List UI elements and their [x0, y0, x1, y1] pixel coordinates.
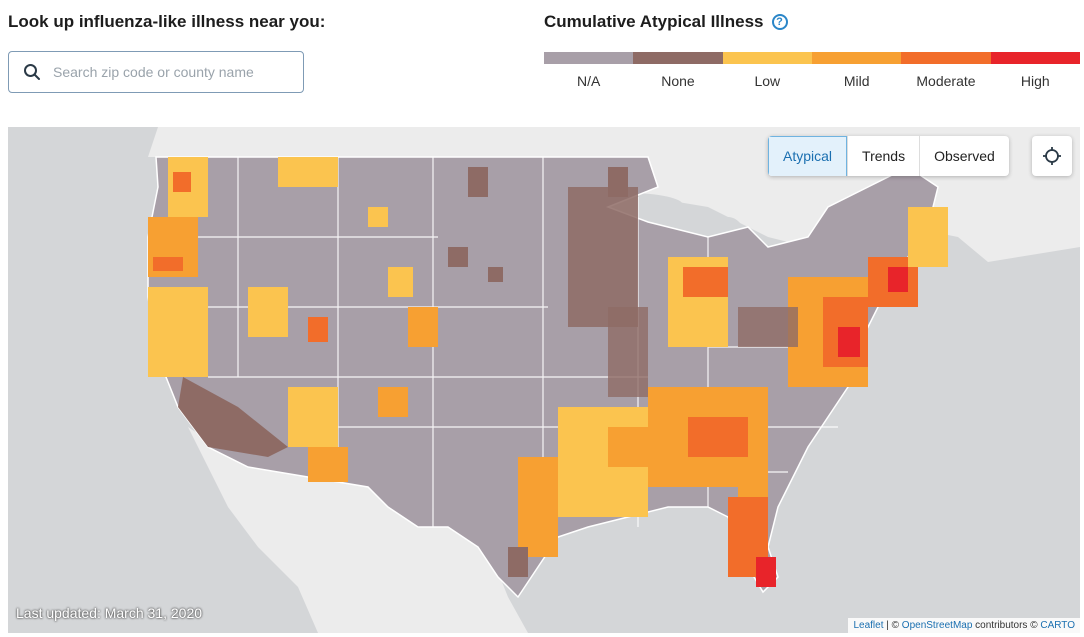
map-attribution: Leaflet | © OpenStreetMap contributors ©…: [848, 618, 1080, 633]
tab-trends[interactable]: Trends: [847, 136, 919, 176]
legend-label-moderate: Moderate: [916, 73, 976, 89]
locate-button[interactable]: [1032, 136, 1072, 176]
legend-label-mild: Mild: [843, 73, 870, 89]
legend-title: Cumulative Atypical Illness ?: [544, 12, 788, 32]
attribution-contributors: contributors ©: [972, 620, 1041, 631]
legend-swatch-low: [722, 52, 812, 64]
legend-swatch-moderate: [901, 52, 991, 64]
mexico-land: [188, 427, 528, 633]
legend-labels: N/A None Low Mild Moderate High: [544, 73, 1080, 89]
tab-atypical[interactable]: Atypical: [768, 136, 848, 176]
search-title: Look up influenza-like illness near you:: [8, 12, 326, 31]
legend-label-none: None: [661, 73, 695, 89]
legend-label-high: High: [1020, 73, 1050, 89]
legend-label-na: N/A: [576, 73, 601, 89]
legend-swatch-high: [990, 52, 1080, 64]
map-base[interactable]: [8, 127, 1080, 633]
legend-label-low: Low: [754, 73, 781, 89]
last-updated: Last updated: March 31, 2020: [16, 605, 203, 621]
carto-link[interactable]: CARTO: [1040, 620, 1075, 631]
county-shading[interactable]: [148, 157, 948, 587]
legend-swatch-none: [633, 52, 723, 64]
view-tabs: Atypical Trends Observed: [768, 136, 1009, 176]
search-input[interactable]: [51, 63, 285, 81]
legend-color-bar: [544, 52, 1080, 64]
legend-title-text: Cumulative Atypical Illness: [544, 12, 764, 31]
attribution-separator: | ©: [883, 620, 902, 631]
locate-icon: [1043, 147, 1061, 165]
help-icon[interactable]: ?: [771, 14, 788, 30]
tab-observed[interactable]: Observed: [919, 136, 1009, 176]
legend-swatch-na: [544, 52, 634, 64]
osm-link[interactable]: OpenStreetMap: [901, 620, 973, 631]
search-box[interactable]: [8, 51, 304, 93]
map[interactable]: Atypical Trends Observed Last updated: M…: [8, 127, 1080, 633]
leaflet-link[interactable]: Leaflet: [853, 620, 884, 631]
legend-swatch-mild: [811, 52, 902, 64]
search-icon: [24, 64, 40, 80]
